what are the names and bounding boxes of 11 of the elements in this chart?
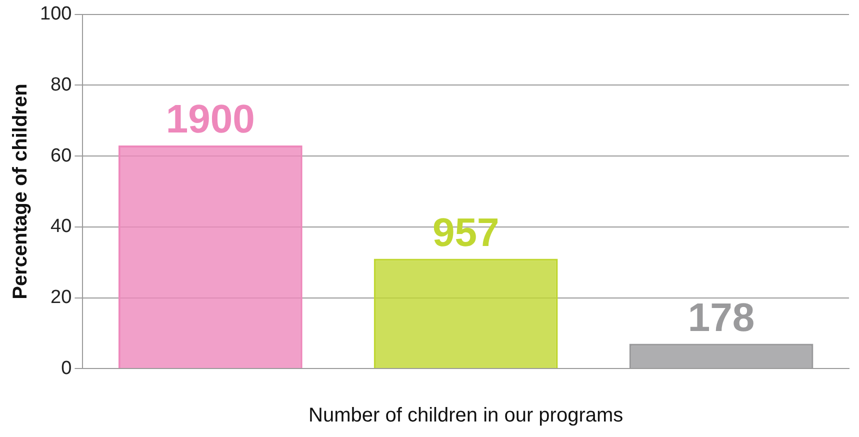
y-tick-label: 80 (50, 74, 72, 96)
annotation: 957 (432, 210, 500, 255)
y-tick-label: 40 (50, 216, 72, 238)
y-tick-label: 20 (50, 286, 72, 308)
annotation: 178 (688, 296, 755, 340)
y-tick-label: 60 (50, 145, 72, 166)
y-tick-label: 100 (40, 4, 72, 25)
y-tick-label: 0 (61, 358, 72, 379)
annotation: 1900 (166, 97, 255, 142)
y-axis-title: Percentage of children (10, 84, 32, 300)
x-axis-title: Number of children in our programs (308, 404, 624, 427)
